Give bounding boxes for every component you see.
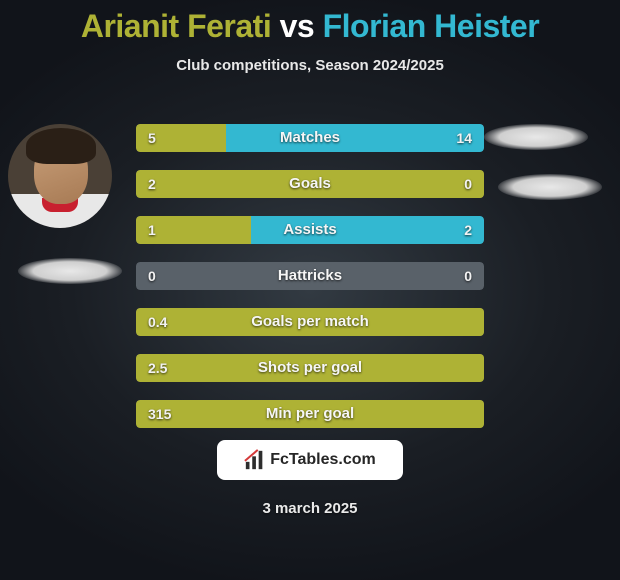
- player1-shadow: [18, 258, 122, 284]
- date-label: 3 march 2025: [0, 500, 620, 517]
- title-player1: Arianit Ferati: [81, 8, 271, 44]
- stat-row: 00Hattricks: [136, 262, 484, 290]
- subtitle: Club competitions, Season 2024/2025: [0, 57, 620, 74]
- stat-row: 514Matches: [136, 124, 484, 152]
- title-player2: Florian Heister: [323, 8, 540, 44]
- player1-avatar: [8, 124, 112, 228]
- comparison-card: Arianit Ferati vs Florian Heister Club c…: [0, 0, 620, 580]
- stat-row: 20Goals: [136, 170, 484, 198]
- player2-shadow-2: [498, 174, 602, 200]
- logo-text: FcTables.com: [270, 451, 376, 469]
- stats-container: 514Matches 20Goals 12Assists 00Hattricks 0.4…: [136, 124, 484, 446]
- stat-row: 315Min per goal: [136, 400, 484, 428]
- stat-row: 2.5Shots per goal: [136, 354, 484, 382]
- stat-label: Min per goal: [136, 400, 484, 428]
- player2-shadow-1: [484, 124, 588, 150]
- stat-label: Hattricks: [136, 262, 484, 290]
- page-title: Arianit Ferati vs Florian Heister: [0, 0, 620, 45]
- stat-row: 12Assists: [136, 216, 484, 244]
- stat-row: 0.4Goals per match: [136, 308, 484, 336]
- stat-label: Matches: [136, 124, 484, 152]
- bar-chart-icon: [244, 449, 266, 471]
- stat-label: Assists: [136, 216, 484, 244]
- fctables-logo[interactable]: FcTables.com: [217, 440, 403, 480]
- stat-label: Goals: [136, 170, 484, 198]
- title-vs: vs: [280, 8, 315, 44]
- stat-label: Goals per match: [136, 308, 484, 336]
- stat-label: Shots per goal: [136, 354, 484, 382]
